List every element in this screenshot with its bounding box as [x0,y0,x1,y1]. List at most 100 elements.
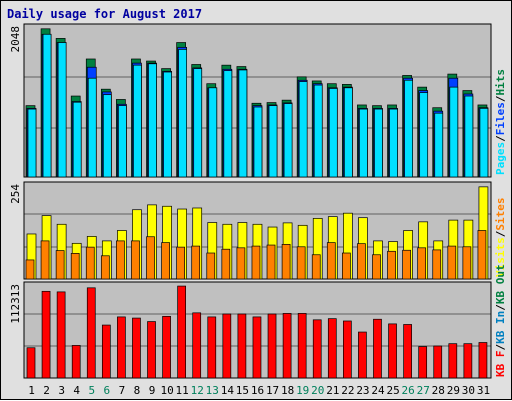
x-tick-day-27: 27 [417,384,430,397]
chart-title: Daily usage for August 2017 [7,7,203,21]
bar-sites-day-9 [146,236,155,280]
bar-sites-day-16 [251,245,261,280]
bar-sites-day-22 [342,252,351,280]
bar-sites-day-3 [55,250,65,280]
bar-kbf-day-25 [388,323,397,379]
x-tick-day-18: 18 [281,384,294,397]
bar-kbf-day-16 [252,316,262,379]
bar-kbf-day-22 [343,320,352,379]
bar-sites-day-13 [206,252,216,280]
bar-sites-day-5 [85,246,95,280]
x-tick-day-31: 31 [477,384,490,397]
x-tick-day-9: 9 [149,384,156,397]
bar-sites-day-23 [357,243,366,280]
bar-sites-day-12 [191,245,201,280]
x-tick-day-11: 11 [176,384,189,397]
x-tick-day-3: 3 [58,384,65,397]
bar-pages-day-7 [118,105,127,178]
x-tick-day-22: 22 [341,384,354,397]
bar-pages-day-14 [223,70,233,178]
bar-kbf-day-5 [86,287,96,379]
x-tick-day-2: 2 [43,384,50,397]
x-tick-day-1: 1 [28,384,35,397]
bar-kbf-day-15 [237,313,247,379]
bar-pages-day-12 [193,68,203,178]
bar-pages-day-29 [449,86,459,178]
bar-kbf-day-21 [327,318,337,379]
bar-pages-day-13 [208,87,218,178]
bar-kbf-day-4 [71,345,81,379]
bar-kbf-day-20 [312,319,322,379]
x-tick-day-29: 29 [447,384,460,397]
bar-kbf-day-6 [101,324,111,379]
bar-sites-day-28 [432,249,442,280]
bar-kbf-day-29 [448,343,458,379]
x-tick-day-23: 23 [356,384,369,397]
bar-kbf-day-31 [478,342,488,379]
bar-pages-day-8 [133,64,142,178]
x-tick-day-16: 16 [251,384,264,397]
x-tick-day-7: 7 [119,384,126,397]
x-tick-day-21: 21 [326,384,339,397]
bar-kbf-day-8 [132,317,141,379]
bar-sites-day-6 [100,255,110,280]
x-tick-day-20: 20 [311,384,324,397]
x-tick-day-24: 24 [371,384,385,397]
bar-pages-day-26 [404,79,413,178]
x-tick-day-25: 25 [386,384,399,397]
x-tick-day-15: 15 [236,384,249,397]
bar-pages-day-3 [57,42,67,178]
x-tick-day-8: 8 [134,384,141,397]
bar-pages-day-15 [238,69,248,178]
bar-kbf-day-2 [41,290,51,379]
bar-kbf-day-1 [26,347,36,379]
bar-pages-day-18 [283,103,293,178]
bar-sites-day-17 [266,244,276,280]
bar-pages-day-6 [102,94,112,178]
bar-kbf-day-28 [433,345,443,379]
bar-pages-day-4 [72,101,82,178]
ymax-label-hits-files-pages: 2048 [9,26,22,53]
bar-kbf-day-26 [403,324,412,379]
bar-sites-day-15 [236,247,246,280]
bar-sites-day-29 [447,245,457,280]
bar-sites-day-31 [477,230,487,280]
bar-pages-day-31 [479,108,489,178]
x-tick-day-5: 5 [88,384,95,397]
legend-visits-sites: Visits/Sites [494,198,507,278]
x-tick-day-19: 19 [296,384,309,397]
bar-kbf-day-3 [56,291,66,379]
bar-sites-day-30 [462,246,472,280]
bar-sites-day-1 [25,259,35,280]
bar-kbf-day-30 [463,343,473,379]
bar-pages-day-16 [253,106,263,178]
x-tick-day-30: 30 [462,384,475,397]
bar-kbf-day-18 [282,313,292,379]
bar-pages-day-24 [374,108,383,178]
x-tick-day-26: 26 [402,384,415,397]
bar-pages-day-9 [148,63,157,178]
bar-sites-day-10 [161,242,170,280]
bar-kbf-day-23 [358,331,367,379]
bar-kbf-day-24 [373,318,382,379]
bar-sites-day-14 [221,248,231,280]
x-tick-day-14: 14 [221,384,235,397]
bar-kbf-day-27 [418,346,428,379]
bar-sites-day-25 [387,250,396,280]
bar-pages-day-11 [178,49,187,178]
bar-pages-day-5 [87,77,97,178]
bar-kbf-day-19 [297,313,307,379]
ymax-label-visits-sites: 254 [9,184,22,204]
bar-sites-day-20 [311,254,321,280]
bar-pages-day-23 [359,108,368,178]
bar-kbf-day-12 [192,312,202,379]
bar-kbf-day-10 [162,315,171,379]
bar-sites-day-24 [372,254,381,280]
bar-pages-day-22 [344,87,353,178]
bar-sites-day-21 [326,242,336,280]
bar-pages-day-2 [42,33,52,178]
bar-pages-day-17 [268,105,278,178]
x-tick-day-4: 4 [73,384,80,397]
bar-kbf-day-13 [207,316,217,379]
bar-sites-day-19 [296,246,306,280]
